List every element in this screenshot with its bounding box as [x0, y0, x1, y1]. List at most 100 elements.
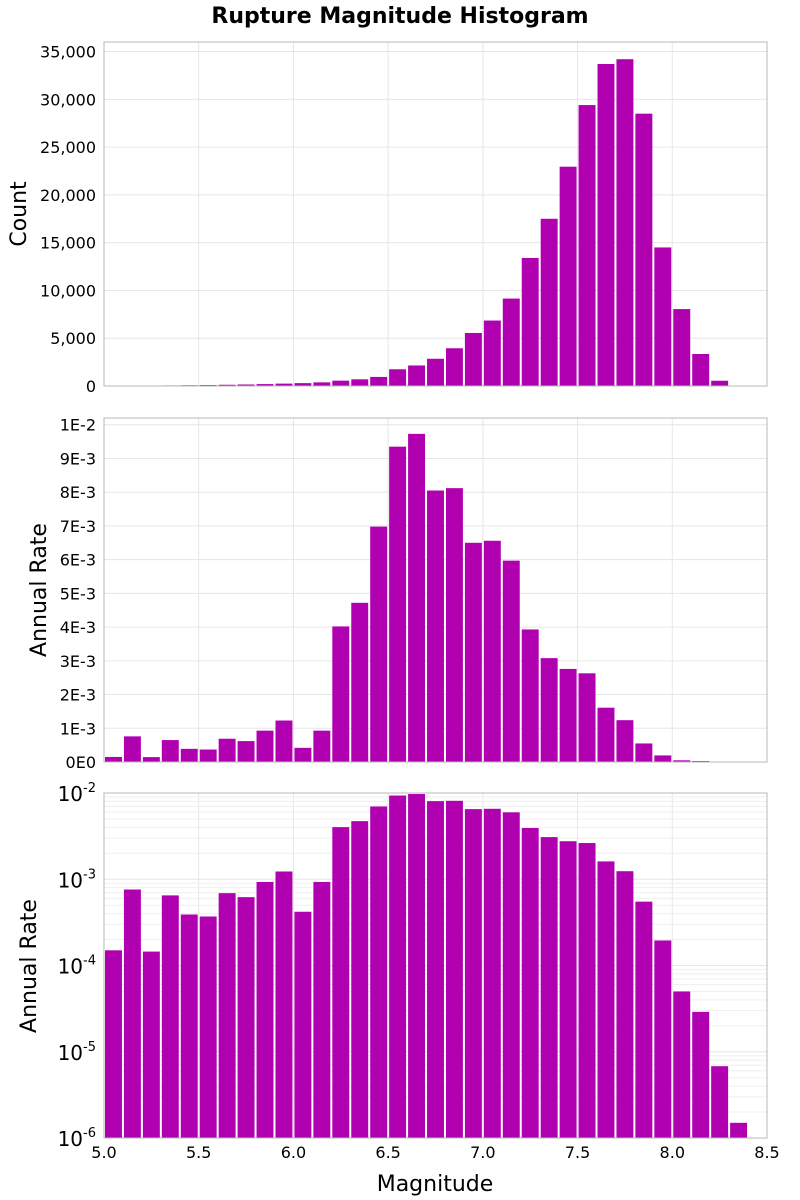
- bar: [256, 384, 274, 386]
- y-tick-label: 4E-3: [60, 618, 96, 637]
- y-tick-label: 3E-3: [60, 652, 96, 671]
- bar: [464, 542, 482, 762]
- bar: [711, 1066, 729, 1138]
- x-tick-label: 7.5: [565, 1143, 590, 1162]
- bar: [218, 893, 236, 1138]
- bar: [427, 801, 444, 1138]
- bar: [313, 881, 331, 1138]
- panel-rate-log: 10-6 10-5 10-4 10-3 10-2 Annual Rate 5.0 5.5 6…: [17, 781, 780, 1197]
- x-tick-label: 5.0: [91, 1143, 116, 1162]
- bar: [180, 914, 198, 1138]
- bar: [540, 658, 558, 762]
- bar: [692, 353, 710, 386]
- chart-title: Rupture Magnitude Histogram: [211, 4, 588, 29]
- bar: [123, 889, 141, 1138]
- y-tick-label: 8E-3: [60, 483, 96, 502]
- bar: [521, 629, 539, 762]
- bar: [332, 380, 350, 386]
- bar: [427, 358, 444, 386]
- y-tick-label: 5E-3: [60, 584, 96, 603]
- bar: [389, 446, 407, 762]
- panel-rate-linear-frame: [103, 417, 768, 763]
- bar: [237, 897, 255, 1138]
- y-tick-label: 2E-3: [60, 686, 96, 705]
- bar: [275, 720, 293, 762]
- bar: [275, 871, 293, 1138]
- bar: [313, 730, 331, 762]
- bar: [370, 806, 388, 1138]
- y-tick-label: 1E-2: [60, 416, 96, 435]
- bar: [370, 376, 388, 386]
- bar: [483, 540, 501, 762]
- bar: [180, 748, 198, 762]
- y-tick-label: 1E-3: [60, 719, 96, 738]
- bar: [616, 871, 634, 1138]
- panel-rate-linear: 0E0 1E-3 2E-3 3E-3 4E-3 5E-3 6E-3 7E-3 8E-3 9E-3 1…: [27, 416, 768, 772]
- bar: [123, 736, 141, 762]
- bar: [408, 433, 426, 762]
- x-tick-label: 8.0: [660, 1143, 685, 1162]
- panel-count: 0 5,000 10,000 15,000 20,000 25,000 30,000 35,0…: [7, 41, 768, 396]
- bar: [445, 348, 463, 386]
- y-tick-label: 0E0: [66, 753, 96, 772]
- x-tick-label: 6.5: [375, 1143, 400, 1162]
- bar: [559, 668, 577, 762]
- y-tick-label: 10,000: [40, 281, 96, 300]
- bar: [389, 369, 407, 386]
- bar: [711, 380, 729, 386]
- bar: [730, 1122, 748, 1138]
- panel-rate-log-yticks: 10-6 10-5 10-4 10-3 10-2: [58, 781, 96, 1151]
- bar: [597, 63, 615, 386]
- bar: [616, 720, 634, 762]
- bar: [635, 743, 653, 762]
- bar: [673, 760, 691, 762]
- bar: [199, 749, 217, 762]
- bar: [294, 911, 312, 1138]
- bar: [540, 837, 558, 1138]
- bar: [616, 59, 634, 386]
- bar: [351, 602, 369, 762]
- bar: [559, 166, 577, 386]
- bar: [578, 673, 596, 762]
- bar: [256, 730, 274, 762]
- y-tick-label: 7E-3: [60, 517, 96, 536]
- y-tick-label: 5,000: [50, 329, 96, 348]
- bar: [332, 827, 350, 1138]
- bar: [142, 951, 160, 1138]
- bar: [161, 740, 179, 762]
- x-tick-label: 7.0: [470, 1143, 495, 1162]
- bar: [218, 384, 236, 386]
- bar: [445, 488, 463, 762]
- bar: [502, 298, 520, 386]
- bar: [673, 309, 691, 386]
- x-tick-label: 5.5: [186, 1143, 211, 1162]
- bar: [464, 809, 482, 1138]
- bar: [502, 812, 520, 1138]
- bar: [408, 794, 426, 1138]
- bar: [483, 320, 501, 386]
- bar: [464, 332, 482, 386]
- bar: [370, 526, 388, 762]
- bar: [389, 795, 407, 1138]
- bar: [256, 881, 274, 1138]
- panel-count-ylabel: Count: [7, 181, 32, 247]
- y-tick-label: 10-5: [58, 1040, 96, 1065]
- bar: [351, 821, 369, 1138]
- panel-count-bars: [105, 59, 748, 387]
- bar: [483, 808, 501, 1138]
- panel-count-frame: [103, 41, 768, 387]
- panel-rate-log-frame: [103, 792, 768, 1139]
- bar: [294, 747, 312, 762]
- bar: [313, 382, 331, 386]
- y-tick-label: 30,000: [40, 90, 96, 109]
- bar: [142, 757, 160, 762]
- bar: [654, 755, 672, 762]
- bar: [635, 901, 653, 1138]
- panel-count-yticks: 0 5,000 10,000 15,000 20,000 25,000 30,000 35,0…: [40, 43, 96, 396]
- bar: [332, 626, 350, 762]
- bar: [445, 800, 463, 1138]
- bar: [275, 383, 293, 386]
- bar: [654, 247, 672, 386]
